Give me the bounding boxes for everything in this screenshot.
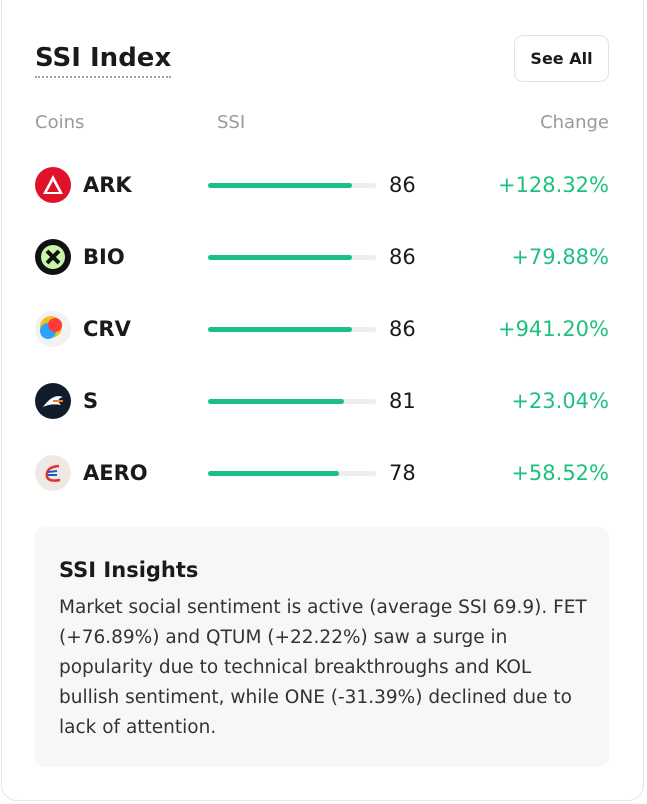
coin-icon bbox=[35, 311, 71, 347]
ssi-track bbox=[208, 183, 376, 188]
insights-text: Market social sentiment is active (avera… bbox=[59, 597, 587, 738]
ssi-value: 78 bbox=[389, 461, 416, 485]
coin-name: AERO bbox=[83, 461, 148, 485]
ssi-value: 86 bbox=[389, 173, 416, 197]
ssi-bar bbox=[208, 471, 340, 476]
coin-row[interactable]: ARK 86 +128.32% bbox=[0, 160, 647, 210]
change-value: +128.32% bbox=[497, 173, 609, 197]
title: SSI Index bbox=[35, 42, 172, 78]
ssi-value: 81 bbox=[389, 389, 416, 413]
coin-row[interactable]: S 81 +23.04% bbox=[0, 376, 647, 426]
change-value: +941.20% bbox=[497, 317, 609, 341]
coin-name: S bbox=[83, 389, 99, 413]
coin-icon bbox=[35, 455, 71, 491]
column-header: Coins bbox=[35, 112, 85, 133]
insights-box: SSI Insights Market social sentiment is … bbox=[35, 527, 609, 767]
ssi-track bbox=[208, 471, 376, 476]
coin-icon bbox=[35, 383, 71, 419]
column-header: Change bbox=[540, 112, 609, 133]
coin-row[interactable]: BIO 86 +79.88% bbox=[0, 232, 647, 282]
coin-name: BIO bbox=[83, 245, 125, 269]
coin-row[interactable]: CRV 86 +941.20% bbox=[0, 304, 647, 354]
insights-title: SSI Insights bbox=[59, 558, 199, 582]
ssi-track bbox=[208, 399, 376, 404]
ssi-bar bbox=[208, 327, 353, 332]
ssi-value: 86 bbox=[389, 317, 416, 341]
ssi-bar bbox=[208, 255, 353, 260]
ssi-track bbox=[208, 255, 376, 260]
ssi-value: 86 bbox=[389, 245, 416, 269]
coin-name: ARK bbox=[83, 173, 132, 197]
ssi-bar bbox=[208, 399, 345, 404]
ssi-track bbox=[208, 327, 376, 332]
coin-row[interactable]: AERO 78 +58.52% bbox=[0, 448, 647, 498]
change-value: +23.04% bbox=[511, 389, 609, 413]
change-value: +79.88% bbox=[511, 245, 609, 269]
coin-name: CRV bbox=[83, 317, 131, 341]
ssi-bar bbox=[208, 183, 353, 188]
coin-icon bbox=[35, 239, 71, 275]
see-all-button[interactable]: See All bbox=[514, 35, 609, 82]
column-header: SSI bbox=[217, 112, 246, 133]
change-value: +58.52% bbox=[511, 461, 609, 485]
coin-icon bbox=[35, 167, 71, 203]
